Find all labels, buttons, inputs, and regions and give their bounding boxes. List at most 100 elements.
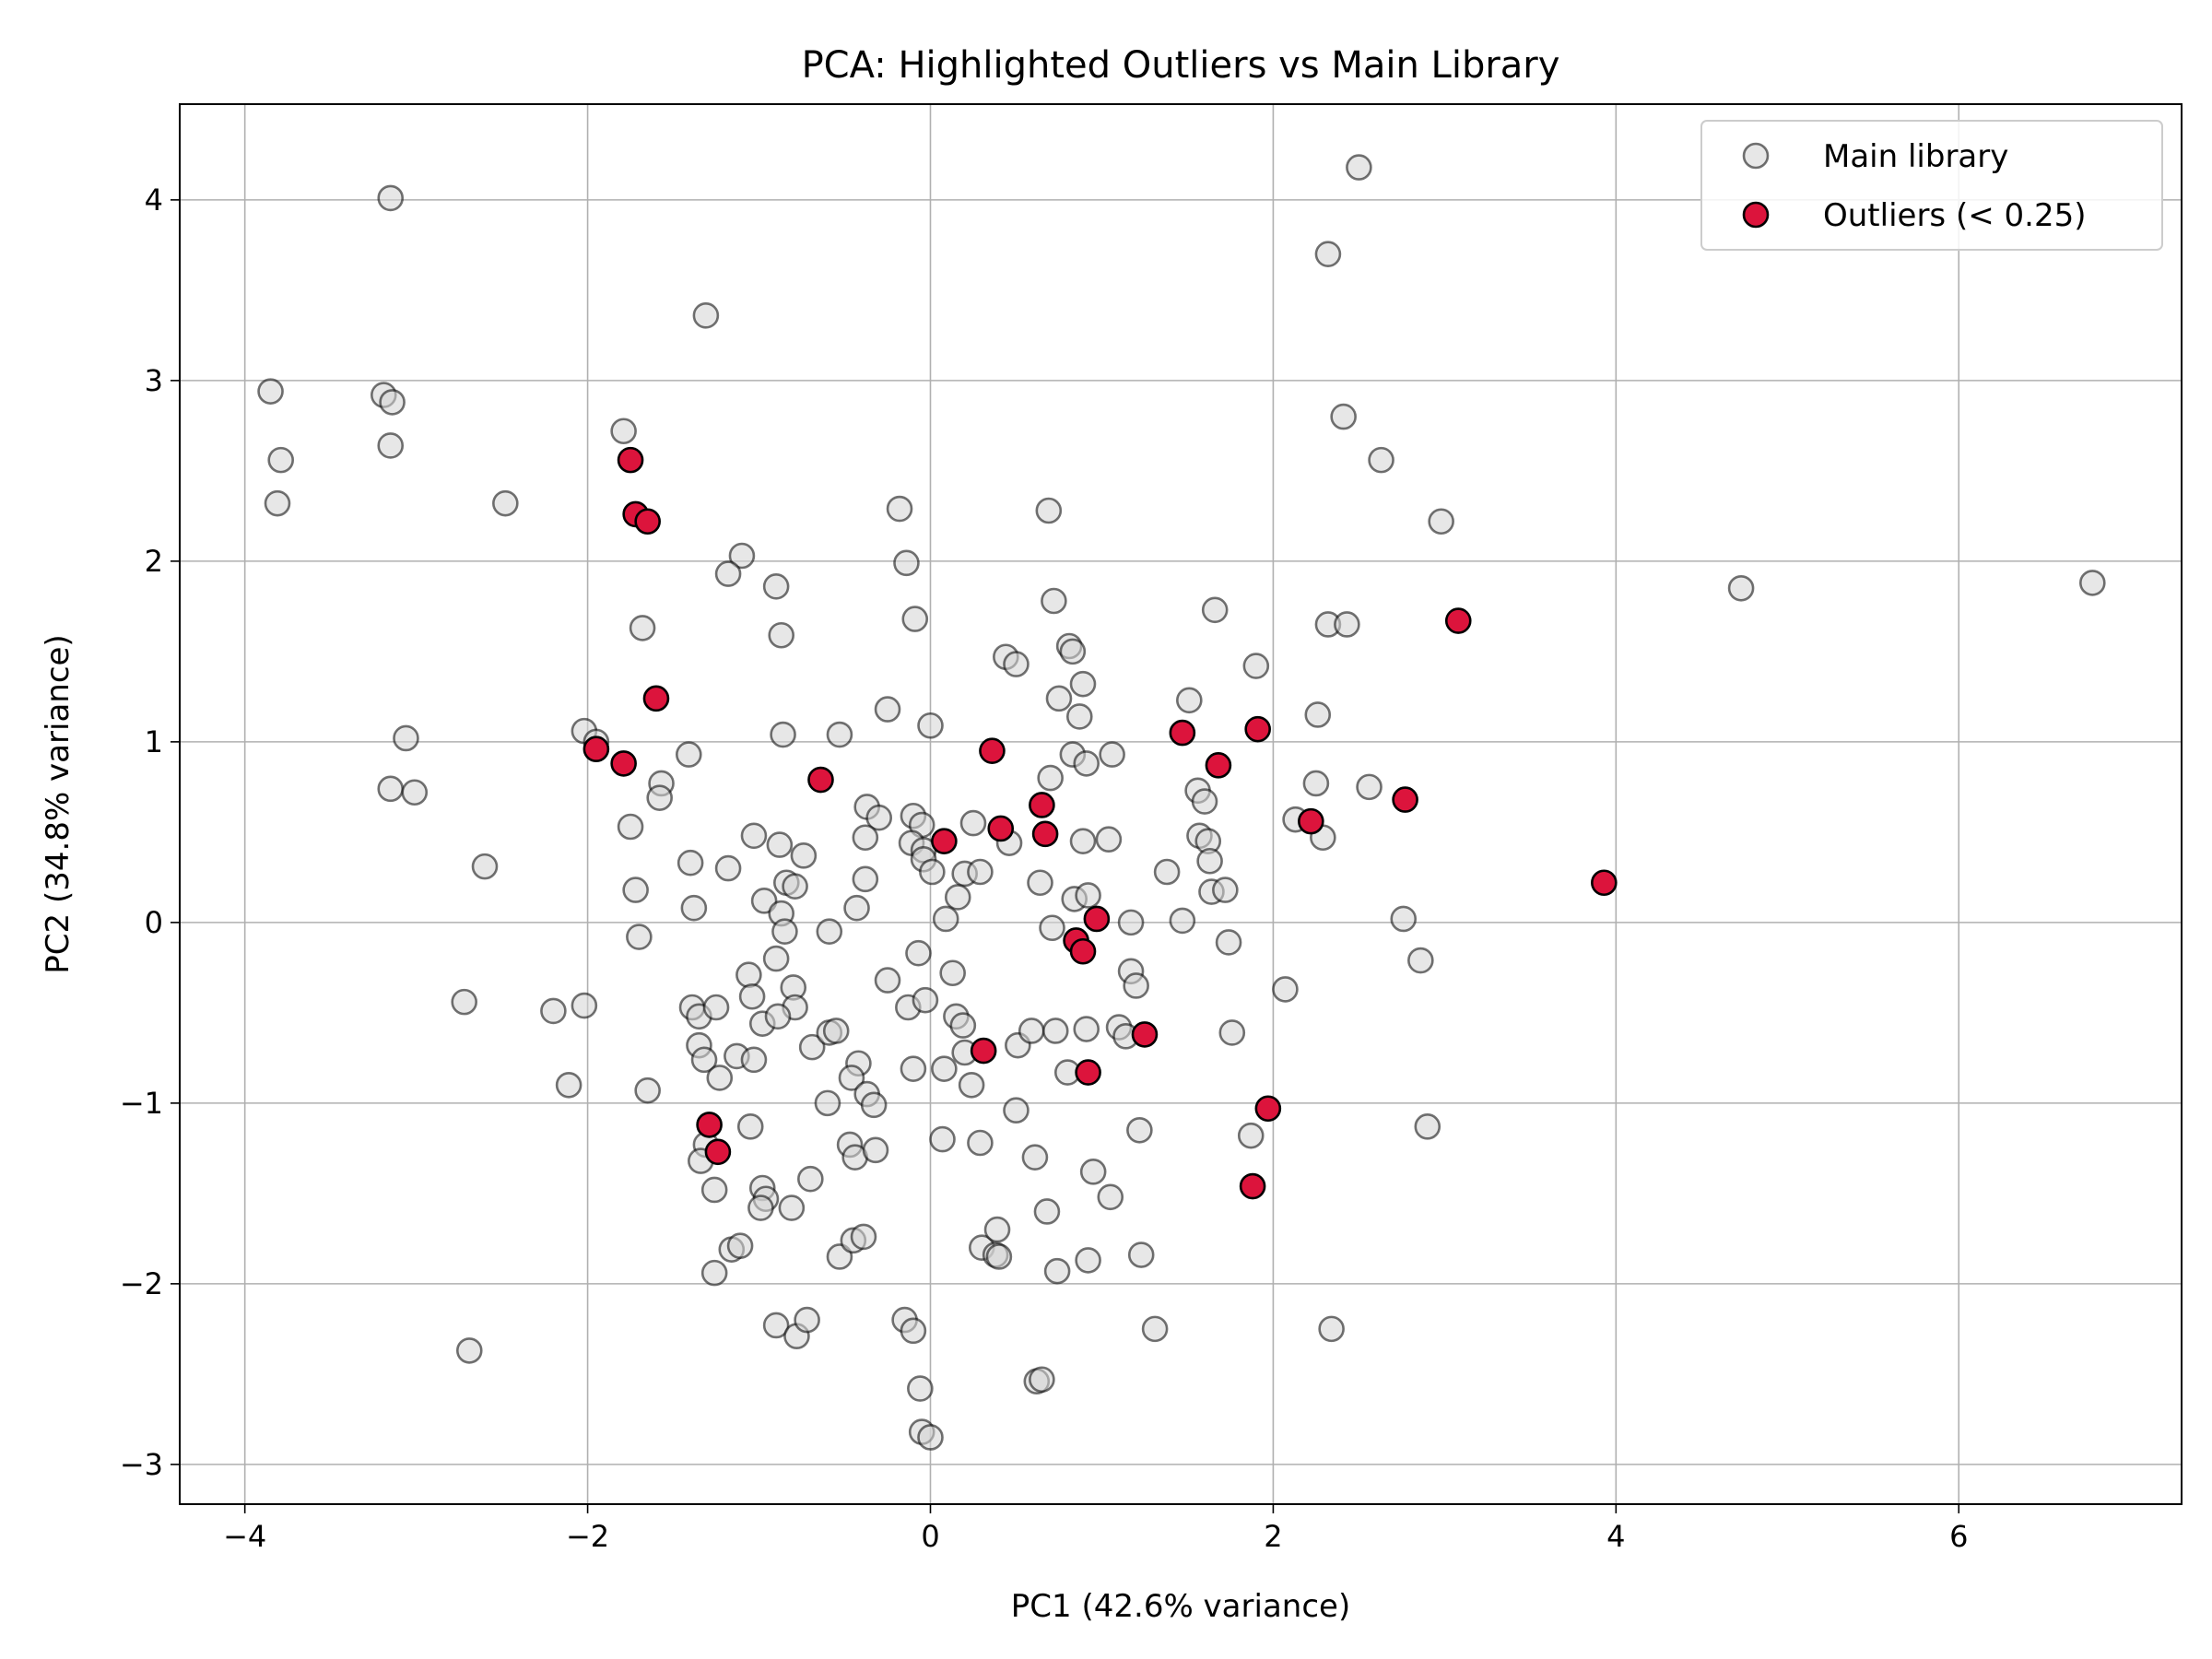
main-library-point [747,1194,774,1221]
main-library-point [1242,653,1270,679]
main-library-point [377,184,405,212]
main-library-point [874,967,901,994]
main-library-point [929,1125,956,1153]
main-library-point [860,1091,888,1119]
x-tick-label: 0 [921,1519,939,1554]
main-library-point [634,1077,661,1104]
main-library-point [1021,1144,1049,1171]
outlier-point [1298,807,1324,835]
main-library-point [790,842,818,869]
x-tick-label: 2 [1264,1519,1282,1554]
main-library-point [714,560,742,587]
main-library-point [726,1232,754,1260]
y-tick-label: 3 [145,363,163,398]
main-library-point [1727,574,1755,602]
main-library-point [1097,1183,1124,1211]
main-library-point [626,924,653,950]
main-library-point [401,779,429,806]
main-library-point [1123,972,1149,999]
x-tick-label: 4 [1606,1519,1625,1554]
legend-label-main-library: Main library [1823,138,2008,175]
main-library-point [728,542,756,570]
main-library-point [1099,741,1125,768]
main-library-point [874,696,901,723]
main-library-point [706,1065,734,1091]
legend-marker-outliers [1742,201,1770,229]
main-library-point [762,1312,790,1339]
main-library-point [675,741,702,768]
main-library-point [1141,1315,1169,1343]
outlier-point [1075,1059,1101,1086]
main-library-point [690,1046,718,1074]
main-library-point [1212,877,1239,903]
outlier-point [582,735,610,763]
main-library-point [865,804,893,831]
main-library-point [770,721,796,748]
main-library-point [850,1223,877,1251]
main-library-point [1059,638,1087,665]
main-library-point [1041,1018,1069,1044]
legend-marker-main-library [1742,142,1770,170]
outlier-point [1392,786,1418,813]
main-library-point [794,1306,820,1334]
main-library-point [735,961,762,989]
main-library-point [782,873,808,900]
outlier-point [1131,1021,1159,1048]
main-library-point [900,1055,927,1082]
main-library-point [1191,788,1218,815]
main-library-point [1126,1116,1153,1144]
outlier-point [704,1138,732,1166]
main-library-point [1045,685,1073,712]
outliers-series [582,446,1618,1200]
outlier-point [634,508,661,535]
main-library-point [1414,1113,1441,1140]
outlier-point [1083,905,1111,933]
main-library-point [852,824,879,852]
main-library-point [764,1003,792,1030]
main-library-point [1201,596,1229,624]
main-library-point [919,858,946,886]
main-library-point [838,1065,865,1091]
main-library-point [377,432,405,459]
legend-label-outliers: Outliers (< 0.25) [1823,197,2086,234]
y-tick-label: 1 [145,724,163,759]
main-library-point [740,1046,768,1074]
main-library-point [1095,826,1123,853]
outlier-point [1169,719,1196,747]
legend: Main library Outliers (< 0.25) [1700,120,2163,251]
main-library-point [702,994,730,1021]
main-library-point [471,853,499,880]
main-library-point [540,997,567,1025]
outlier-point [1444,607,1472,634]
main-library-point [931,1055,958,1082]
outlier-point [1239,1172,1266,1200]
main-library-point [917,712,944,739]
main-library-point [983,1216,1011,1243]
main-library-point [1117,909,1145,936]
main-library-point [766,831,794,858]
y-tick-label: 4 [145,182,163,218]
main-library-point [958,1071,985,1099]
main-library-point [264,489,291,517]
main-library-point [738,982,766,1010]
main-library-point [629,615,656,641]
main-library-point [714,854,742,882]
y-tick-label: 2 [145,544,163,579]
main-library-point [907,1375,934,1402]
main-library-point [1003,1097,1030,1124]
main-library-point [1314,241,1342,267]
main-library-point [622,877,649,903]
main-library-point [1029,1366,1055,1394]
main-library-point [1346,154,1372,181]
outlier-point [807,766,834,794]
main-library-point [492,489,519,517]
main-library-point [1003,651,1030,677]
main-library-point [1428,508,1454,535]
main-library-point [985,1243,1013,1270]
main-library-point [1073,750,1100,777]
y-axis-label: PC2 (34.8% variance) [40,634,76,973]
main-library-point [1215,929,1242,956]
main-library-point [826,721,853,748]
main-library-point [692,302,720,329]
